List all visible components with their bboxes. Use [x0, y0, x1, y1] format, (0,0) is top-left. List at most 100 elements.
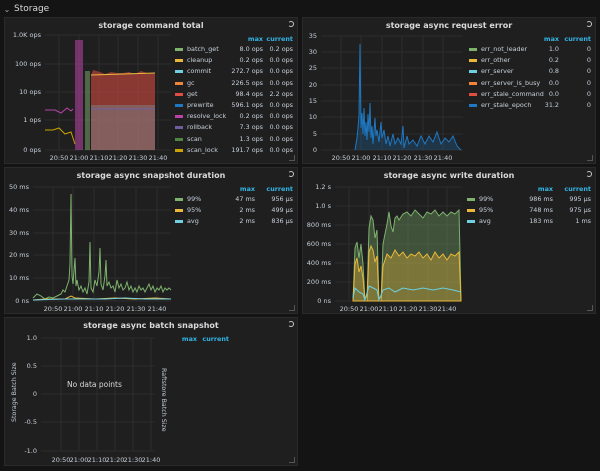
legend-color-swatch[interactable]	[175, 70, 183, 74]
x-tick: 20:50	[52, 456, 71, 464]
legend-series-name: get	[187, 89, 198, 98]
panel-title[interactable]: storage async batch snapshot	[83, 321, 219, 330]
y-tick: -1.0	[24, 447, 37, 455]
legend-color-swatch[interactable]	[175, 148, 183, 152]
x-tick: 21:20	[106, 305, 125, 313]
legend-item[interactable]: commit 272.7 ops 0.0 ops	[175, 67, 296, 77]
panel-title[interactable]: storage command total	[98, 21, 204, 30]
y-tick: 400 ms	[307, 259, 332, 267]
legend-header-current[interactable]: current	[564, 35, 591, 43]
legend-item[interactable]: err_server_is_busy 0.0 0	[469, 79, 594, 89]
y-axis-ticks: 1.2 s 1.0 s 800 ms 600 ms 400 ms 200 ms …	[307, 183, 332, 305]
legend-item[interactable]: scan_lock 191.7 ops 0.0 ops	[175, 146, 296, 156]
legend-color-swatch[interactable]	[467, 220, 475, 224]
legend-color-swatch[interactable]	[175, 198, 183, 201]
legend-header-max[interactable]: max	[543, 35, 559, 43]
legend-color-swatch[interactable]	[469, 59, 477, 63]
resize-handle[interactable]	[289, 457, 295, 463]
legend-header-current[interactable]: current	[202, 335, 229, 343]
legend-color-swatch[interactable]	[175, 59, 183, 63]
legend-item[interactable]: err_stale_command 0.0 0	[469, 90, 594, 100]
series-batch-get	[85, 71, 90, 150]
row-title: Storage	[14, 4, 50, 14]
legend-item[interactable]: cleanup 0.2 ops 0.0 ops	[175, 56, 296, 66]
legend-current-value: 956 µs	[271, 195, 293, 203]
resize-handle[interactable]	[587, 155, 593, 161]
y-tick: 0.5	[27, 362, 37, 370]
legend-color-swatch[interactable]	[175, 104, 183, 107]
legend-item[interactable]: 95% 748 ms 975 µs	[467, 206, 594, 216]
legend-header-current[interactable]: current	[564, 185, 591, 193]
y-tick: 25	[309, 64, 317, 72]
resize-handle[interactable]	[289, 155, 295, 161]
legend-header-max[interactable]: max	[247, 35, 263, 43]
legend-color-swatch[interactable]	[175, 115, 183, 119]
legend-color-swatch[interactable]	[469, 48, 477, 51]
legend-color-swatch[interactable]	[175, 220, 183, 224]
legend-header-current[interactable]: current	[266, 35, 293, 43]
panel-storage-async-snapshot-duration: storage async snapshot duration 50 ms 40…	[4, 167, 298, 314]
legend-color-swatch[interactable]	[175, 48, 183, 51]
legend-item[interactable]: avg 2 ms 836 µs	[175, 217, 296, 227]
series-err-stale-epoch	[354, 43, 462, 151]
legend-current-value: 975 µs	[569, 206, 591, 215]
legend-item[interactable]: rollback 7.3 ops 0.0 ops	[175, 123, 296, 133]
legend-color-swatch[interactable]	[175, 137, 183, 141]
legend-item[interactable]: gc 226.5 ops 0.0 ops	[175, 79, 296, 89]
resize-handle[interactable]	[587, 305, 593, 311]
gridlines	[41, 337, 155, 452]
y-tick: 600 ms	[307, 240, 332, 248]
y-tick: 50 ms	[9, 183, 30, 191]
legend-item[interactable]: batch_get 8.0 ops 0.2 ops	[175, 45, 296, 55]
y-tick: 0 ops	[23, 146, 41, 154]
resize-handle[interactable]	[289, 305, 295, 311]
panel-title[interactable]: storage async request error	[385, 21, 513, 30]
legend-item[interactable]: scan 1.3 ops 0.0 ops	[175, 135, 296, 145]
legend-item[interactable]: resolve_lock 0.2 ops 0.0 ops	[175, 112, 296, 122]
legend-color-swatch[interactable]	[175, 92, 183, 96]
legend-color-swatch[interactable]	[469, 104, 477, 107]
legend-item[interactable]: err_server 0.8 0	[469, 67, 594, 77]
legend-header-max[interactable]: max	[537, 185, 553, 193]
legend-item[interactable]: 99% 986 ms 995 µs	[467, 195, 594, 205]
legend-series-name: avg	[479, 217, 491, 226]
legend-series-name: cleanup	[187, 56, 213, 65]
legend-color-swatch[interactable]	[175, 81, 183, 85]
legend-color-swatch[interactable]	[467, 198, 475, 201]
y-tick: 30	[309, 48, 317, 56]
legend-color-swatch[interactable]	[469, 70, 477, 74]
legend-max-value: 986 ms	[529, 195, 553, 203]
legend-item[interactable]: avg 183 ms 1 ms	[467, 217, 594, 227]
legend-item[interactable]: prewrite 596.1 ops 0.0 ops	[175, 101, 296, 111]
legend-item[interactable]: get 98.4 ops 2.2 ops	[175, 90, 296, 100]
x-tick: 21:10	[85, 305, 104, 313]
legend-current-value: 0.0 ops	[269, 67, 294, 76]
legend-item[interactable]: err_not_leader 1.0 0	[469, 45, 594, 55]
legend-color-swatch[interactable]	[175, 209, 183, 213]
legend: max current 99% 47 ms 956 µs 95% 2 ms 499 µs a…	[175, 185, 296, 245]
legend-item[interactable]: err_other 0.2 0	[469, 56, 594, 66]
legend-item[interactable]: err_stale_epoch 31.2 0	[469, 101, 594, 111]
x-tick: 21:30	[414, 154, 433, 162]
legend-current-value: 0.0 ops	[269, 56, 294, 65]
legend-color-swatch[interactable]	[467, 209, 475, 213]
legend-header-max[interactable]: max	[181, 335, 197, 343]
row-header-storage[interactable]: ⌄ Storage	[0, 0, 600, 18]
legend-item[interactable]: 95% 2 ms 499 µs	[175, 206, 296, 216]
legend-color-swatch[interactable]	[469, 92, 477, 96]
legend-color-swatch[interactable]	[175, 126, 183, 130]
legend-header-current[interactable]: current	[266, 185, 293, 193]
x-tick: 21:10	[88, 456, 107, 464]
legend-item[interactable]: 99% 47 ms 956 µs	[175, 195, 296, 205]
chevron-down-icon[interactable]: ⌄	[3, 4, 11, 14]
legend-series-name: prewrite	[187, 101, 214, 109]
legend-series-name: avg	[187, 217, 199, 226]
legend-max-value: 0.0	[548, 89, 559, 98]
panel-title[interactable]: storage async write duration	[383, 171, 515, 180]
legend-header-max[interactable]: max	[239, 185, 255, 193]
legend-current-value: 0.0 ops	[269, 134, 294, 143]
legend-color-swatch[interactable]	[469, 81, 477, 85]
legend-max-value: 0.2	[548, 56, 559, 65]
panel-title[interactable]: storage async snapshot duration	[76, 171, 226, 180]
legend-current-value: 0	[586, 78, 591, 87]
